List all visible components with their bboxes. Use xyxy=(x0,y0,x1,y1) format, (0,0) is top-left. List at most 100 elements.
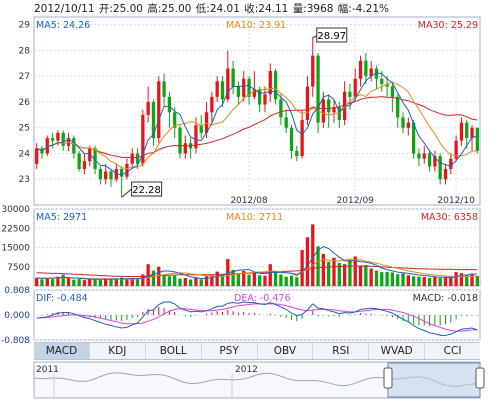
candle-up xyxy=(311,55,315,87)
volume-bar xyxy=(204,276,209,286)
volume-bar xyxy=(417,276,421,286)
volume-bar xyxy=(390,272,395,286)
volume-bar xyxy=(45,278,49,286)
volume-bar xyxy=(151,270,156,286)
tab-cci[interactable]: CCI xyxy=(443,345,462,357)
volume-bar xyxy=(305,237,310,286)
price-ma10-line xyxy=(36,81,478,170)
high-callout-box xyxy=(316,27,348,43)
price-y-tick-label: 26 xyxy=(19,98,31,108)
volume-bar xyxy=(141,274,145,286)
volume-bar xyxy=(401,273,405,286)
candle-down xyxy=(401,117,405,128)
volume-bar xyxy=(40,279,44,286)
volume-bar xyxy=(220,275,225,286)
volume-bar xyxy=(119,277,124,286)
volume-bar xyxy=(406,275,410,286)
candle-up xyxy=(35,148,39,164)
candle-down xyxy=(231,68,235,87)
volume-ma5-legend: MA5: 2971 xyxy=(36,212,87,223)
candle-down xyxy=(93,148,97,169)
candle-up xyxy=(210,96,214,113)
tab-kdj[interactable]: KDJ xyxy=(90,343,146,359)
volume-bar xyxy=(273,272,278,286)
candle-up xyxy=(204,112,209,133)
candle-up xyxy=(470,127,474,139)
macd-panel-frame xyxy=(33,289,481,341)
macd-dif-line xyxy=(36,301,478,336)
candle-down xyxy=(151,101,156,139)
volume-bar xyxy=(380,272,384,286)
candle-up xyxy=(406,122,410,128)
volume-bar xyxy=(364,264,368,286)
volume-bar xyxy=(130,278,134,286)
volume-bar xyxy=(268,264,272,286)
volume-bar xyxy=(146,264,150,286)
price-ma30-legend: MA30: 25.29 xyxy=(418,20,478,31)
volume-bar xyxy=(135,279,140,286)
low-callout-label: 22.28 xyxy=(132,185,161,196)
volume-bar xyxy=(183,278,187,286)
candle-up xyxy=(104,171,108,180)
header-open: 开:25.00 xyxy=(98,3,143,15)
volume-bar xyxy=(215,271,219,286)
candle-down xyxy=(385,83,389,87)
price-y-tick-label: 28 xyxy=(19,46,31,56)
volume-ma5-line xyxy=(36,245,478,280)
candle-up xyxy=(332,107,336,113)
candle-down xyxy=(178,127,182,154)
header-volume: 量:3968 xyxy=(292,3,334,15)
navigator-right-handle[interactable] xyxy=(475,367,485,389)
tab-wvad[interactable]: WVAD xyxy=(369,343,426,359)
candle-down xyxy=(167,96,172,113)
tab-rsi[interactable]: RSI xyxy=(313,343,370,359)
navigator-left-handle[interactable] xyxy=(383,367,393,389)
candle-down xyxy=(295,150,299,157)
candle-down xyxy=(162,81,166,97)
indicator-tabs: MACD KDJ BOLL PSY OBV RSI WVAD CCI xyxy=(34,342,480,360)
candle-down xyxy=(380,78,384,84)
volume-bar xyxy=(88,279,92,286)
volume-bar xyxy=(258,275,262,286)
candle-down xyxy=(438,156,442,180)
tab-obv[interactable]: OBV xyxy=(258,343,314,359)
volume-bar xyxy=(72,279,76,286)
candle-down xyxy=(327,99,331,113)
macd-dea-line xyxy=(36,303,478,332)
volume-bar xyxy=(396,274,400,286)
price-ma5-legend: MA5: 24.26 xyxy=(36,20,90,31)
volume-bar xyxy=(374,270,379,286)
volume-bar xyxy=(82,280,87,286)
volume-bar xyxy=(454,272,458,286)
volume-bar xyxy=(353,256,357,286)
volume-bar xyxy=(66,277,71,286)
candle-up xyxy=(369,68,373,77)
volume-bar xyxy=(470,273,474,286)
x-tick-label: 2012/09 xyxy=(337,196,375,206)
volume-bar xyxy=(411,276,416,286)
candle-up xyxy=(130,153,134,164)
candle-up xyxy=(305,86,310,121)
price-y-tick-label: 24 xyxy=(19,149,31,159)
header-low: 低:24.01 xyxy=(195,3,240,15)
tab-boll[interactable]: BOLL xyxy=(146,343,202,359)
volume-bar xyxy=(427,277,432,286)
volume-bar xyxy=(125,278,129,286)
volume-bar xyxy=(109,278,113,286)
macd-y-tick-label: 0.000 xyxy=(4,311,30,321)
volume-bar xyxy=(167,276,172,286)
high-callout-label: 28.97 xyxy=(317,31,346,42)
tab-macd[interactable]: MACD xyxy=(34,343,90,359)
volume-bar xyxy=(263,275,267,286)
navigator-label-2011: 2011 xyxy=(36,365,59,375)
navigator-selection-window xyxy=(387,362,481,398)
volume-y-tick-label: 15000 xyxy=(1,244,30,254)
tab-psy[interactable]: PSY xyxy=(202,343,258,359)
macd-y-tick-label: 0.808 xyxy=(4,286,30,296)
volume-bar xyxy=(242,270,246,286)
volume-ma30-legend: MA30: 6358 xyxy=(421,212,478,223)
candle-down xyxy=(427,153,432,167)
candle-down xyxy=(119,168,124,177)
candle-up xyxy=(125,163,129,177)
